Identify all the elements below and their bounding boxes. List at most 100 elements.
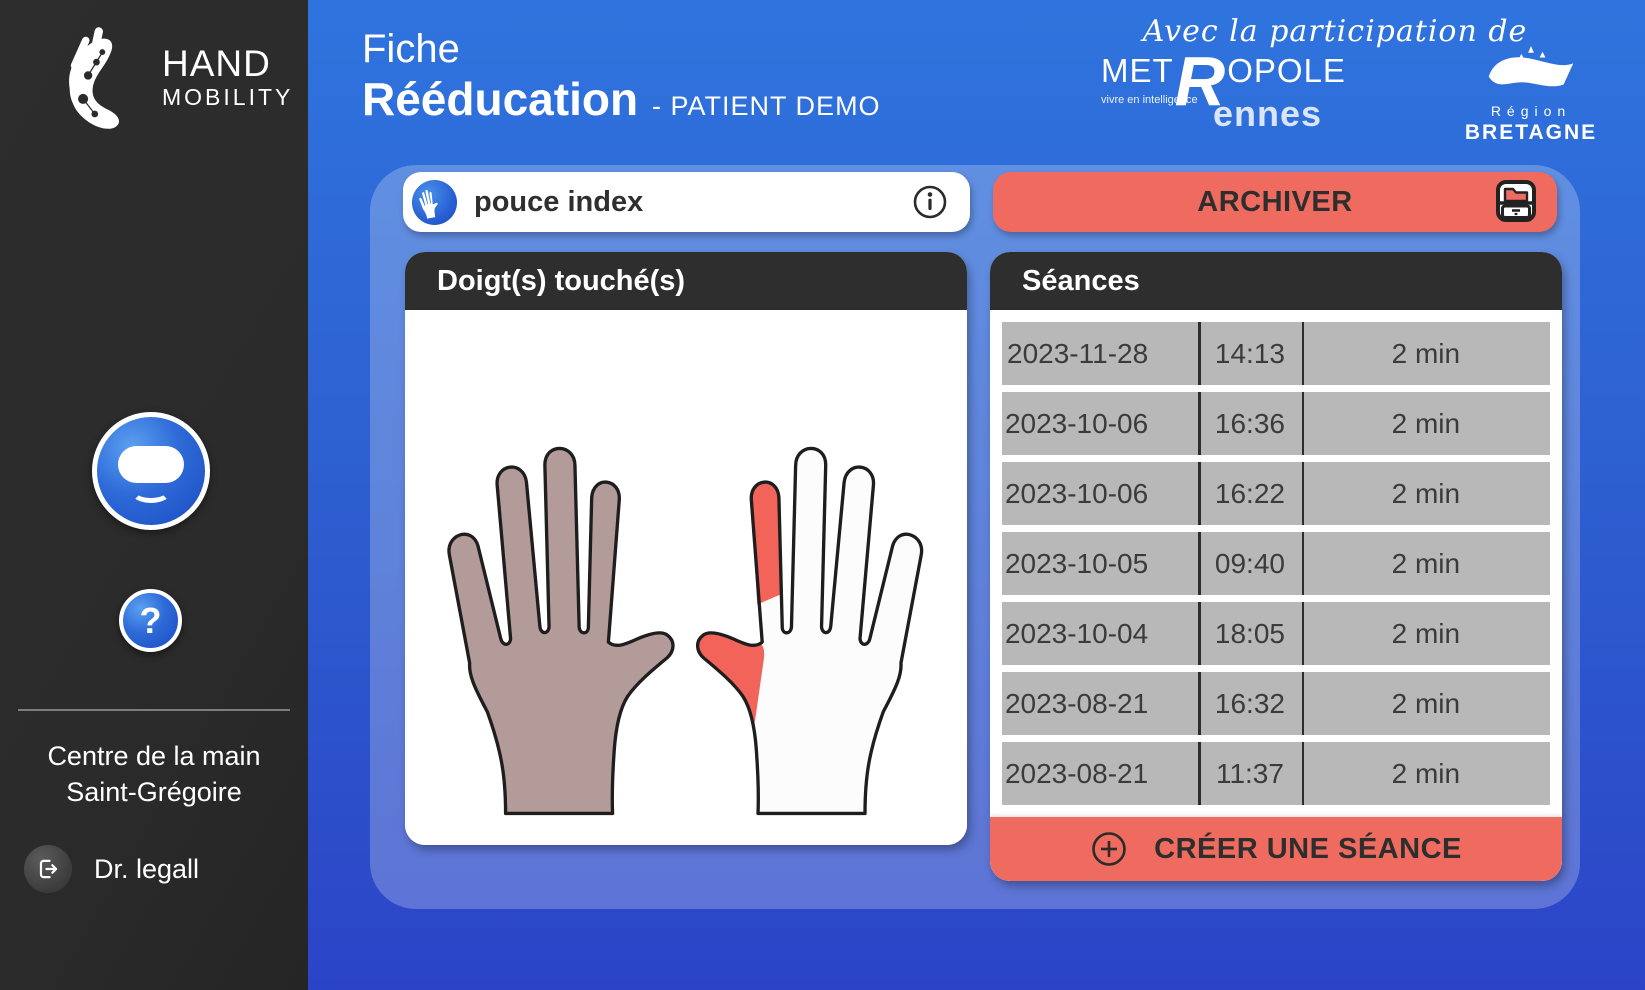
robot-smile-icon xyxy=(131,481,171,503)
title-main: Rééducation xyxy=(362,73,639,125)
row-separator xyxy=(1198,532,1201,595)
exercise-card[interactable]: pouce index xyxy=(403,172,970,232)
session-rows: 2023-11-28 14:13 2 min 2023-10-06 16:36 2 min… xyxy=(990,310,1562,817)
session-date: 2023-10-04 xyxy=(1004,617,1149,649)
session-duration: 2 min xyxy=(1391,337,1461,369)
row-separator xyxy=(1301,392,1305,455)
session-duration: 2 min xyxy=(1391,687,1461,719)
session-time: 09:40 xyxy=(1214,547,1285,579)
session-duration: 2 min xyxy=(1391,477,1461,509)
hands-svg xyxy=(447,446,924,816)
right-thumb-highlight xyxy=(697,632,765,724)
bretagne-flag-icon xyxy=(1488,46,1574,87)
session-row[interactable]: 2023-08-21 11:37 2 min xyxy=(1002,742,1550,805)
session-date: 2023-08-21 xyxy=(1004,757,1149,789)
user-name: Dr. legall xyxy=(94,853,200,884)
session-time: 14:13 xyxy=(1214,337,1285,369)
row-separator xyxy=(1301,602,1305,665)
row-separator xyxy=(1198,742,1201,805)
sessions-panel: Séances 2023-11-28 14:13 2 min 2023-10-06 16… xyxy=(990,252,1562,881)
create-session-button[interactable]: CRÉER UNE SÉANCE xyxy=(990,817,1562,881)
session-time: 16:22 xyxy=(1214,477,1285,509)
patient-name: - PATIENT DEMO xyxy=(652,91,881,121)
content-container: pouce index ARCHIVER Doigt(s) touché(s xyxy=(370,165,1580,909)
clinic-line1: Centre de la main xyxy=(47,741,261,771)
session-date: 2023-08-21 xyxy=(1004,687,1149,719)
info-icon[interactable] xyxy=(912,184,948,220)
sessions-title: Séances xyxy=(1022,264,1140,297)
region-bretagne-logo: Région BRETAGNE xyxy=(1461,44,1601,145)
metropole-rennes-logo: MET R OPOLE ennes vivre en intelligence xyxy=(1101,42,1371,144)
metropole-post: OPOLE xyxy=(1227,52,1346,89)
assistant-robot-button[interactable] xyxy=(92,412,210,530)
archive-icon xyxy=(1496,180,1536,222)
partner-logos: Avec la participation de MET R OPOLE enn… xyxy=(1065,8,1605,148)
rennes-wordmark: ennes xyxy=(1213,92,1323,134)
metropole-wordmark: MET R OPOLE xyxy=(1101,42,1371,120)
metropole-big-r: R xyxy=(1174,42,1227,120)
touched-fingers-title: Doigt(s) touché(s) xyxy=(437,264,686,297)
session-duration: 2 min xyxy=(1391,547,1461,579)
region-name: BRETAGNE xyxy=(1464,121,1598,144)
hand-badge-icon xyxy=(411,179,458,225)
row-separator xyxy=(1301,322,1305,385)
session-row[interactable]: 2023-10-04 18:05 2 min xyxy=(1002,602,1550,665)
session-duration: 2 min xyxy=(1391,757,1461,789)
row-separator xyxy=(1198,322,1201,385)
row-separator xyxy=(1198,602,1201,665)
row-separator xyxy=(1301,742,1305,805)
hand-logo-icon xyxy=(69,27,120,129)
session-row[interactable]: 2023-11-28 14:13 2 min xyxy=(1002,322,1550,385)
logout-button[interactable]: Dr. legall xyxy=(24,845,199,893)
row-separator xyxy=(1198,462,1201,525)
sidebar: HAND MOBILITY ? Centre de la main Saint-… xyxy=(0,0,308,990)
plus-circle-icon xyxy=(1092,832,1126,866)
row-separator xyxy=(1301,462,1305,525)
session-row[interactable]: 2023-10-05 09:40 2 min xyxy=(1002,532,1550,595)
left-hand-touched[interactable] xyxy=(447,446,675,816)
create-session-label: CRÉER UNE SÉANCE xyxy=(1154,832,1462,865)
session-date: 2023-10-06 xyxy=(1004,407,1149,439)
region-label: Région xyxy=(1490,103,1572,119)
logo-text: HAND MOBILITY xyxy=(162,43,294,111)
archive-button[interactable]: ARCHIVER xyxy=(993,172,1557,232)
session-time: 18:05 xyxy=(1214,617,1285,649)
session-date: 2023-10-05 xyxy=(1004,547,1149,579)
row-separator xyxy=(1301,532,1305,595)
session-date: 2023-11-28 xyxy=(1007,337,1149,369)
row-separator xyxy=(1198,392,1201,455)
session-time: 16:32 xyxy=(1214,687,1285,719)
robot-visor-icon xyxy=(118,445,184,483)
session-duration: 2 min xyxy=(1391,617,1461,649)
question-mark-icon: ? xyxy=(139,599,162,641)
touched-fingers-header: Doigt(s) touché(s) xyxy=(405,252,967,310)
metropole-tagline: vivre en intelligence xyxy=(1101,94,1198,106)
archive-label: ARCHIVER xyxy=(1197,185,1353,218)
session-row[interactable]: 2023-08-21 16:32 2 min xyxy=(1002,672,1550,735)
clinic-name: Centre de la main Saint-Grégoire xyxy=(0,738,308,811)
session-row[interactable]: 2023-10-06 16:36 2 min xyxy=(1002,392,1550,455)
session-time: 11:37 xyxy=(1215,757,1284,789)
session-row[interactable]: 2023-10-06 16:22 2 min xyxy=(1002,462,1550,525)
hand-mobility-logo: HAND MOBILITY xyxy=(58,20,293,136)
session-time: 16:36 xyxy=(1214,407,1285,439)
participation-text: Avec la participation de xyxy=(1142,14,1528,49)
row-separator xyxy=(1301,672,1305,735)
sidebar-divider xyxy=(18,709,290,711)
exercise-label: pouce index xyxy=(474,185,644,218)
logo-line2: MOBILITY xyxy=(162,83,294,110)
metropole-pre: MET xyxy=(1101,52,1174,89)
page-title: Fiche Rééducation - PATIENT DEMO xyxy=(362,26,881,126)
session-date: 2023-10-06 xyxy=(1004,477,1149,509)
row-separator xyxy=(1198,672,1201,735)
sessions-header: Séances xyxy=(990,252,1562,310)
logout-icon[interactable] xyxy=(24,845,72,893)
right-hand[interactable] xyxy=(695,446,924,816)
clinic-line2: Saint-Grégoire xyxy=(66,777,242,808)
help-button[interactable]: ? xyxy=(119,589,182,652)
touched-fingers-panel: Doigt(s) touché(s) xyxy=(405,252,967,845)
hands-illustration xyxy=(405,310,967,845)
session-duration: 2 min xyxy=(1391,407,1461,439)
logo-line1: HAND xyxy=(162,43,271,85)
